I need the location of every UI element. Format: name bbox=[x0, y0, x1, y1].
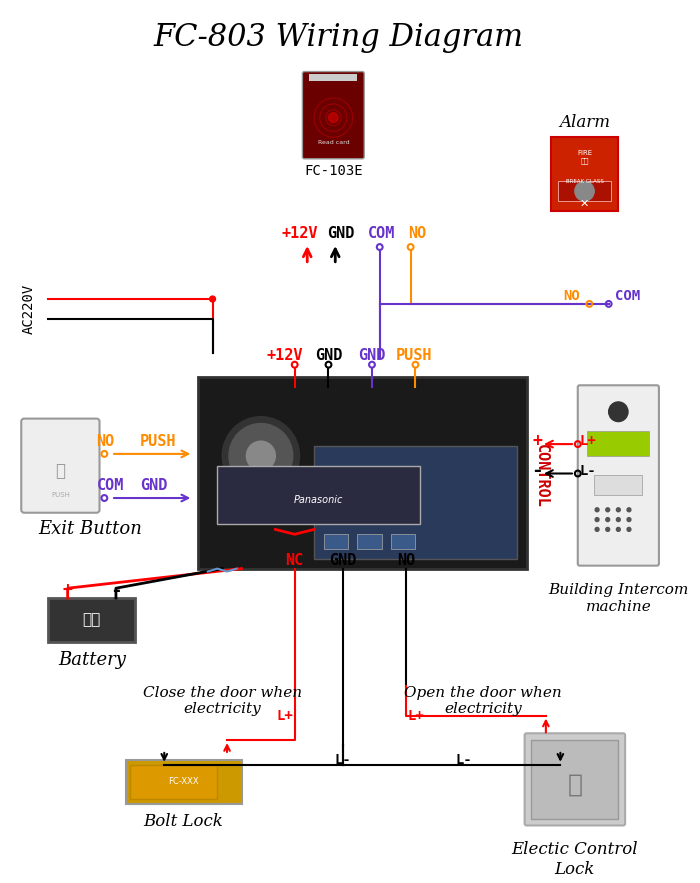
Bar bbox=[587, 432, 650, 456]
Text: Read card: Read card bbox=[318, 140, 349, 145]
Text: -: - bbox=[531, 461, 543, 480]
Circle shape bbox=[627, 527, 631, 532]
Circle shape bbox=[617, 508, 620, 512]
Text: Battery: Battery bbox=[58, 651, 126, 668]
FancyBboxPatch shape bbox=[578, 385, 659, 566]
Text: Bolt Lock: Bolt Lock bbox=[144, 813, 223, 830]
Text: PUSH: PUSH bbox=[51, 492, 70, 498]
Text: ✕: ✕ bbox=[580, 199, 589, 209]
Circle shape bbox=[609, 402, 628, 421]
Text: +: + bbox=[532, 432, 542, 450]
Text: Open the door when
electricity: Open the door when electricity bbox=[404, 686, 562, 716]
Text: L+: L+ bbox=[276, 709, 293, 722]
Text: GND: GND bbox=[315, 349, 342, 364]
Text: FIRE
火警: FIRE 火警 bbox=[577, 150, 592, 163]
Circle shape bbox=[575, 181, 594, 201]
Text: Electic Control
Lock: Electic Control Lock bbox=[512, 841, 638, 878]
Text: NO: NO bbox=[397, 554, 415, 569]
Text: PUSH: PUSH bbox=[395, 349, 432, 364]
Text: PUSH: PUSH bbox=[140, 434, 176, 449]
Text: NO: NO bbox=[97, 434, 115, 449]
Text: BREAK GLASS: BREAK GLASS bbox=[566, 179, 603, 184]
Text: 🔑: 🔑 bbox=[55, 462, 65, 479]
Circle shape bbox=[606, 527, 610, 532]
Text: Building Intercom
machine: Building Intercom machine bbox=[548, 584, 689, 614]
Text: COM: COM bbox=[368, 226, 395, 241]
Text: L+: L+ bbox=[407, 709, 424, 722]
Text: GND: GND bbox=[329, 554, 357, 569]
Text: L-: L- bbox=[335, 753, 351, 766]
Text: 🔒: 🔒 bbox=[568, 773, 582, 796]
Circle shape bbox=[246, 442, 275, 471]
Circle shape bbox=[606, 508, 610, 512]
Text: GND: GND bbox=[358, 349, 386, 364]
Text: Alarm: Alarm bbox=[559, 114, 610, 131]
Bar bbox=[559, 181, 610, 201]
Text: +: + bbox=[62, 581, 73, 600]
Text: FC-103E: FC-103E bbox=[304, 163, 363, 177]
FancyBboxPatch shape bbox=[302, 72, 364, 159]
Bar bbox=[125, 759, 242, 804]
FancyBboxPatch shape bbox=[524, 733, 625, 826]
Text: NC: NC bbox=[286, 554, 304, 569]
Text: CONTROL: CONTROL bbox=[533, 443, 549, 508]
Circle shape bbox=[627, 508, 631, 512]
Text: Exit Button: Exit Button bbox=[38, 520, 143, 539]
Circle shape bbox=[617, 517, 620, 522]
Text: +12V: +12V bbox=[267, 349, 303, 364]
Circle shape bbox=[617, 527, 620, 532]
Bar bbox=[314, 446, 517, 559]
Bar bbox=[130, 765, 218, 799]
Text: NO: NO bbox=[563, 289, 580, 303]
Text: Panasonic: Panasonic bbox=[294, 495, 344, 505]
Circle shape bbox=[210, 296, 216, 302]
Text: 电池: 电池 bbox=[83, 612, 101, 627]
Bar bbox=[594, 475, 643, 495]
FancyBboxPatch shape bbox=[21, 419, 99, 513]
Bar bbox=[309, 73, 358, 81]
Text: -: - bbox=[110, 581, 122, 600]
Text: AC220V: AC220V bbox=[22, 283, 36, 334]
Bar bbox=[218, 465, 420, 525]
Circle shape bbox=[328, 113, 338, 123]
Circle shape bbox=[229, 424, 293, 488]
Circle shape bbox=[595, 527, 599, 532]
Bar bbox=[48, 598, 135, 642]
Text: GND: GND bbox=[140, 478, 167, 493]
Text: +12V: +12V bbox=[281, 226, 318, 241]
Text: NO: NO bbox=[408, 226, 426, 241]
Bar bbox=[198, 377, 526, 569]
Text: COM: COM bbox=[615, 289, 640, 303]
Bar bbox=[531, 740, 618, 819]
Bar bbox=[391, 534, 415, 549]
Circle shape bbox=[627, 517, 631, 522]
Circle shape bbox=[595, 517, 599, 522]
Bar bbox=[323, 534, 348, 549]
Circle shape bbox=[222, 417, 300, 495]
Text: GND: GND bbox=[328, 226, 355, 241]
Bar bbox=[358, 534, 382, 549]
Text: Close the door when
electricity: Close the door when electricity bbox=[143, 686, 302, 716]
Circle shape bbox=[606, 517, 610, 522]
Text: FC-XXX: FC-XXX bbox=[168, 777, 199, 786]
Circle shape bbox=[595, 508, 599, 512]
Text: L-: L- bbox=[580, 464, 596, 478]
Text: COM: COM bbox=[97, 478, 124, 493]
Bar bbox=[551, 137, 618, 211]
Text: FC-803 Wiring Diagram: FC-803 Wiring Diagram bbox=[153, 22, 523, 53]
Text: L-: L- bbox=[456, 753, 472, 766]
Text: L+: L+ bbox=[580, 434, 596, 449]
